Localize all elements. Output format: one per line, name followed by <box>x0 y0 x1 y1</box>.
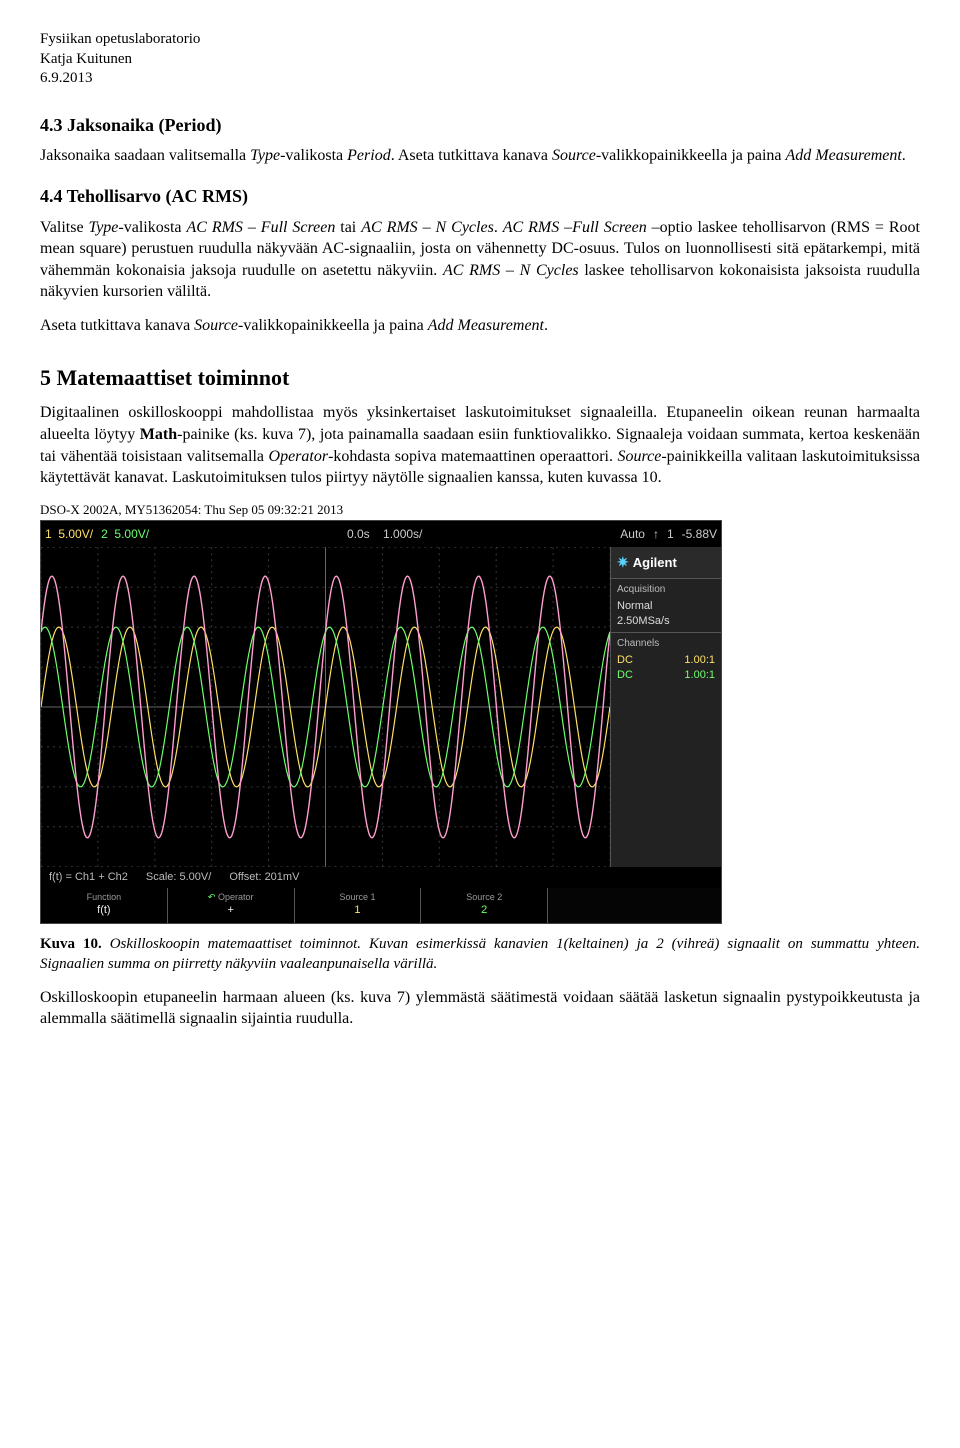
lab-name: Fysiikan opetuslaboratorio <box>40 30 920 50</box>
figure-caption-text: Oskilloskoopin matemaattiset toiminnot. … <box>40 936 920 972</box>
page-header: Fysiikan opetuslaboratorio Katja Kuitune… <box>40 30 920 89</box>
scope-topbar: 1 5.00V/ 2 5.00V/ 0.0s 1.000s/ Auto ↑ 1 … <box>41 521 721 547</box>
oscilloscope-figure: DSO-X 2002A, MY51362054: Thu Sep 05 09:3… <box>40 501 920 924</box>
trigger-source: 1 <box>667 526 674 542</box>
section-4-4-heading: 4.4 Tehollisarvo (AC RMS) <box>40 184 920 208</box>
doc-date: 6.9.2013 <box>40 69 920 89</box>
scope-device-line: DSO-X 2002A, MY51362054: Thu Sep 05 09:3… <box>40 501 920 519</box>
section-4-3-heading: 4.3 Jaksonaika (Period) <box>40 113 920 137</box>
softkey-function[interactable]: Function f(t) <box>41 888 168 923</box>
scope-brand: ✷ Agilent <box>611 547 721 578</box>
undo-icon: ↶ <box>208 892 216 902</box>
trigger-level: -5.88V <box>682 526 717 542</box>
trigger-mode: Auto <box>620 526 645 542</box>
scope-bottom: f(t) = Ch1 + Ch2 Scale: 5.00V/ Offset: 2… <box>41 867 721 923</box>
softkey-source1[interactable]: Source 1 1 <box>295 888 422 923</box>
math-scale: Scale: 5.00V/ <box>146 870 211 885</box>
softkey-row: Function f(t) ↶ Operator + Source 1 1 So… <box>41 888 721 923</box>
oscilloscope-screenshot: 1 5.00V/ 2 5.00V/ 0.0s 1.000s/ Auto ↑ 1 … <box>40 520 722 924</box>
scope-waveform-screen <box>41 547 610 867</box>
channels-block: Channels DC 1.00:1 DC 1.00:1 <box>611 632 721 686</box>
softkey-source2[interactable]: Source 2 2 <box>421 888 548 923</box>
section-4-3-para: Jaksonaika saadaan valitsemalla Type-val… <box>40 145 920 167</box>
section-4-4-para1: Valitse Type-valikosta AC RMS – Full Scr… <box>40 217 920 303</box>
closing-paragraph: Oskilloskoopin etupaneelin harmaan aluee… <box>40 987 920 1030</box>
section-4-4-para2: Aseta tutkittava kanava Source-valikkopa… <box>40 315 920 337</box>
ch2-indicator: 2 5.00V/ <box>101 526 149 542</box>
brand-spark-icon: ✷ <box>617 553 629 572</box>
section-5-para: Digitaalinen oskilloskooppi mahdollistaa… <box>40 402 920 488</box>
math-expr: f(t) = Ch1 + Ch2 <box>49 870 128 885</box>
softkey-operator[interactable]: ↶ Operator + <box>168 888 295 923</box>
waveform-svg <box>41 547 610 867</box>
status-line: f(t) = Ch1 + Ch2 Scale: 5.00V/ Offset: 2… <box>41 867 721 888</box>
softkey-empty <box>548 888 721 923</box>
trigger-edge-icon: ↑ <box>653 526 659 542</box>
figure-caption: Kuva 10. Oskilloskoopin matemaattiset to… <box>40 934 920 975</box>
scope-side-panel: ✷ Agilent Acquisition Normal 2.50MSa/s C… <box>610 547 721 867</box>
timebase-info: 0.0s 1.000s/ <box>157 526 612 542</box>
figure-number: Kuva 10. <box>40 936 102 952</box>
math-offset: Offset: 201mV <box>229 870 299 885</box>
acquisition-block: Acquisition Normal 2.50MSa/s <box>611 578 721 632</box>
section-5-heading: 5 Matemaattiset toiminnot <box>40 363 920 393</box>
ch1-indicator: 1 5.00V/ <box>45 526 93 542</box>
author-name: Katja Kuitunen <box>40 50 920 70</box>
